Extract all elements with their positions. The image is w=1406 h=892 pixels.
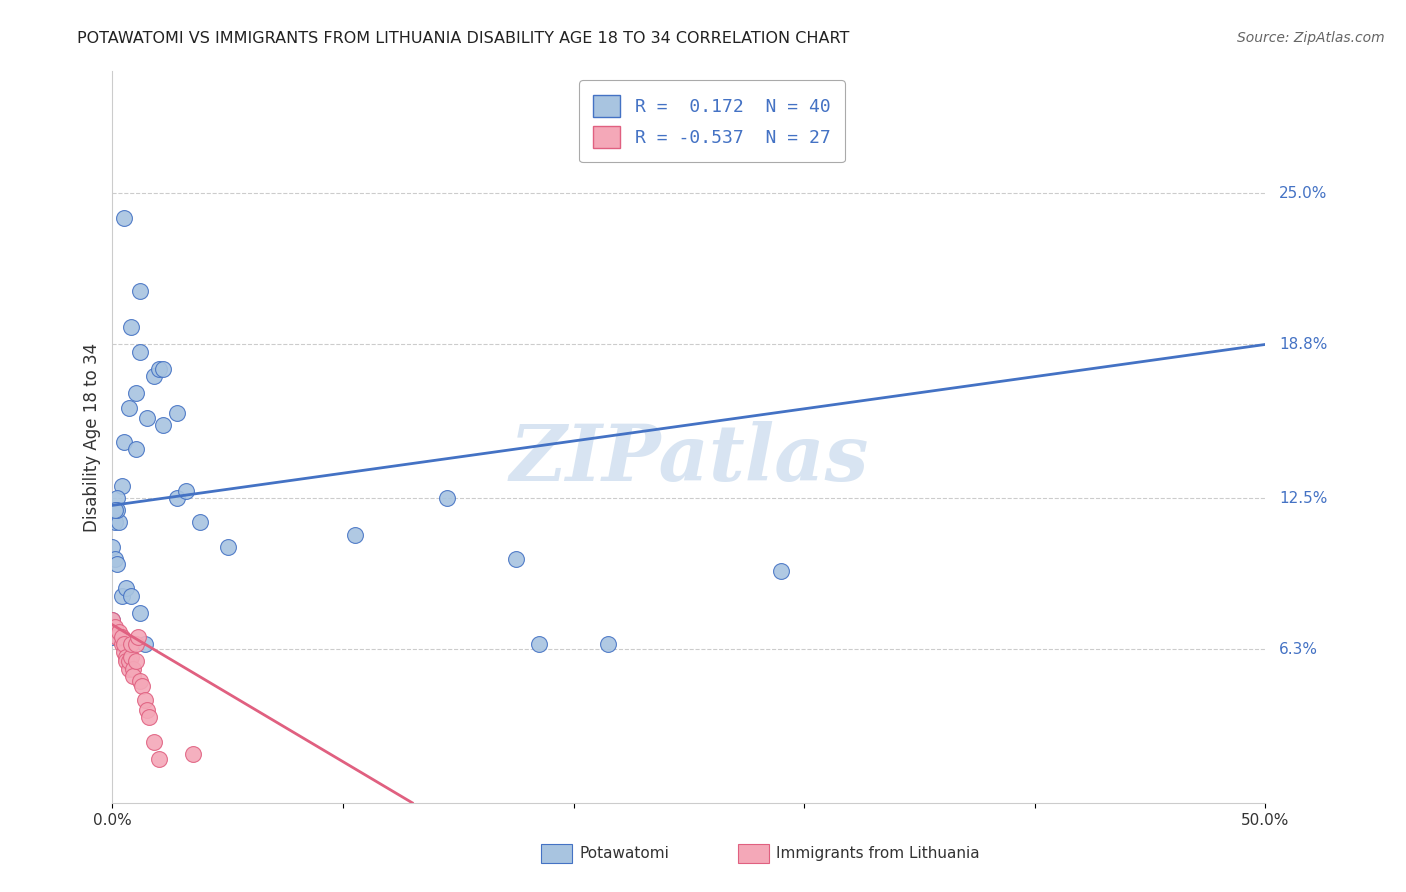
Point [124, 442, 146, 457]
Point [143, 369, 166, 384]
Point [134, 693, 156, 707]
Point [598, 637, 620, 651]
Point [117, 401, 139, 415]
Point [104, 552, 127, 566]
Text: Potawatomi: Potawatomi [579, 847, 669, 861]
Point [527, 637, 550, 651]
Point [104, 516, 127, 530]
Point [152, 361, 174, 376]
Text: Immigrants from Lithuania: Immigrants from Lithuania [776, 847, 980, 861]
Point [188, 516, 211, 530]
Point [115, 654, 138, 668]
Point [152, 417, 174, 432]
Point [127, 630, 149, 644]
Point [166, 406, 188, 420]
Point [120, 649, 142, 664]
Point [111, 630, 134, 644]
Point [122, 662, 145, 676]
Point [136, 410, 159, 425]
Point [104, 620, 127, 634]
Point [166, 491, 188, 505]
Point [111, 637, 134, 651]
Point [115, 649, 138, 664]
Point [124, 637, 146, 651]
Point [124, 386, 146, 401]
Point [105, 503, 128, 517]
Point [105, 491, 128, 505]
Point [217, 540, 239, 554]
Point [111, 589, 134, 603]
Point [112, 434, 135, 449]
Text: POTAWATOMI VS IMMIGRANTS FROM LITHUANIA DISABILITY AGE 18 TO 34 CORRELATION CHAR: POTAWATOMI VS IMMIGRANTS FROM LITHUANIA … [77, 31, 849, 46]
Point [138, 710, 160, 724]
Text: 6.3%: 6.3% [1279, 641, 1319, 657]
Point [770, 564, 793, 578]
Point [505, 552, 527, 566]
Point [120, 320, 142, 334]
Point [131, 679, 153, 693]
Point [115, 581, 138, 595]
Point [117, 662, 139, 676]
Point [101, 540, 124, 554]
Point [136, 703, 159, 717]
Point [148, 752, 170, 766]
Point [124, 654, 146, 668]
Point [112, 637, 135, 651]
Text: Source: ZipAtlas.com: Source: ZipAtlas.com [1237, 31, 1385, 45]
Point [101, 630, 124, 644]
Point [111, 479, 134, 493]
Point [120, 589, 142, 603]
Point [343, 527, 366, 541]
Point [129, 606, 152, 620]
Point [181, 747, 204, 761]
Point [112, 645, 135, 659]
Text: ZIPatlas: ZIPatlas [509, 421, 869, 497]
Point [148, 361, 170, 376]
Point [105, 557, 128, 571]
Point [122, 669, 145, 683]
Point [143, 735, 166, 749]
Text: 12.5%: 12.5% [1279, 491, 1327, 506]
Point [108, 625, 131, 640]
Point [101, 613, 124, 627]
Point [134, 637, 156, 651]
Legend: R =  0.172  N = 40, R = -0.537  N = 27: R = 0.172 N = 40, R = -0.537 N = 27 [579, 80, 845, 162]
Point [108, 516, 131, 530]
Y-axis label: Disability Age 18 to 34: Disability Age 18 to 34 [83, 343, 101, 532]
Point [105, 630, 128, 644]
Point [120, 637, 142, 651]
Text: 25.0%: 25.0% [1279, 186, 1327, 201]
Point [436, 491, 458, 505]
Point [101, 613, 124, 627]
Point [117, 654, 139, 668]
Point [129, 673, 152, 688]
Point [174, 483, 197, 498]
Point [104, 503, 127, 517]
Point [129, 284, 152, 298]
Point [129, 344, 152, 359]
Point [112, 211, 135, 225]
Text: 18.8%: 18.8% [1279, 337, 1327, 352]
